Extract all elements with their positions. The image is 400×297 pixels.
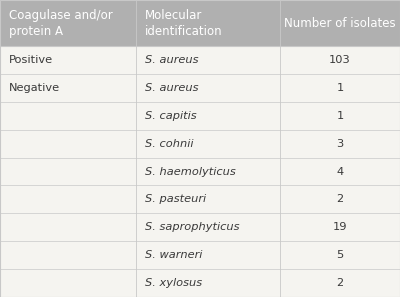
- Text: S. capitis: S. capitis: [145, 111, 196, 121]
- Text: S. aureus: S. aureus: [145, 83, 198, 93]
- Text: Positive: Positive: [9, 55, 53, 65]
- Text: 3: 3: [336, 139, 344, 148]
- Text: Molecular
identification: Molecular identification: [145, 9, 222, 37]
- Text: 2: 2: [336, 278, 344, 288]
- Text: S. saprophyticus: S. saprophyticus: [145, 222, 239, 232]
- Text: 4: 4: [336, 167, 344, 176]
- Bar: [0, 213, 400, 241]
- Text: S. haemolyticus: S. haemolyticus: [145, 167, 236, 176]
- Text: S. warneri: S. warneri: [145, 250, 202, 260]
- Bar: [0, 130, 400, 158]
- Text: Number of isolates: Number of isolates: [284, 17, 396, 29]
- Text: 5: 5: [336, 250, 344, 260]
- Text: 1: 1: [336, 83, 344, 93]
- Bar: [0, 241, 400, 269]
- Text: 19: 19: [333, 222, 347, 232]
- Text: S. aureus: S. aureus: [145, 55, 198, 65]
- Bar: [0, 74, 400, 102]
- Bar: [0, 185, 400, 213]
- Bar: [0, 158, 400, 185]
- Text: S. cohnii: S. cohnii: [145, 139, 193, 148]
- Text: 1: 1: [336, 111, 344, 121]
- Text: Negative: Negative: [9, 83, 60, 93]
- Text: 2: 2: [336, 195, 344, 204]
- Text: S. pasteuri: S. pasteuri: [145, 195, 206, 204]
- Bar: [0, 0, 400, 46]
- Text: S. xylosus: S. xylosus: [145, 278, 202, 288]
- Bar: [0, 46, 400, 74]
- Text: 103: 103: [329, 55, 351, 65]
- Text: Coagulase and/or
protein A: Coagulase and/or protein A: [9, 9, 112, 37]
- Bar: [0, 269, 400, 297]
- Bar: [0, 102, 400, 130]
